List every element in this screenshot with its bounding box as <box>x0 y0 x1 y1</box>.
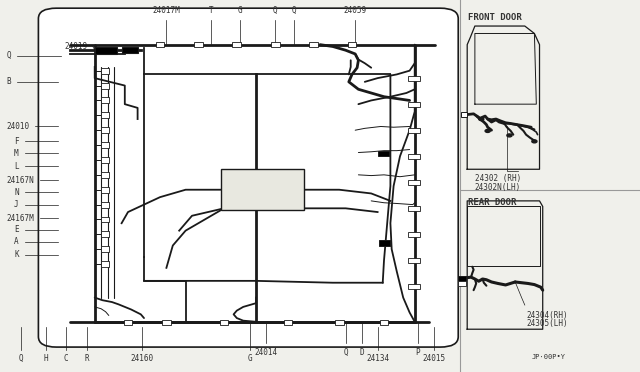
Bar <box>348 42 356 47</box>
Text: 24134: 24134 <box>366 354 389 363</box>
Text: A: A <box>14 237 19 246</box>
Bar <box>378 151 389 156</box>
Text: 24167N: 24167N <box>6 176 34 185</box>
Bar <box>156 42 164 47</box>
Bar <box>101 157 109 163</box>
Bar <box>408 232 420 237</box>
Text: J: J <box>14 200 19 209</box>
Bar <box>232 42 241 47</box>
Bar <box>122 47 138 53</box>
Text: L: L <box>14 162 19 171</box>
Bar <box>95 47 117 54</box>
Text: JP·00P•Y: JP·00P•Y <box>531 354 565 360</box>
Text: C: C <box>63 354 68 363</box>
Bar <box>101 112 109 118</box>
Text: Q: Q <box>292 6 297 15</box>
Bar <box>408 284 420 289</box>
Bar <box>101 83 109 89</box>
Circle shape <box>479 118 484 121</box>
Bar <box>101 68 109 74</box>
Bar <box>101 187 109 193</box>
Bar <box>124 320 132 325</box>
Bar <box>408 180 420 185</box>
Text: 24059: 24059 <box>344 6 367 15</box>
Bar <box>101 217 109 222</box>
Bar <box>101 97 109 103</box>
Text: Q: Q <box>6 51 11 60</box>
Text: Q: Q <box>273 6 278 15</box>
Bar <box>101 246 109 252</box>
Bar <box>408 154 420 159</box>
Circle shape <box>532 140 537 143</box>
Bar <box>408 76 420 81</box>
Text: P: P <box>415 348 420 357</box>
Circle shape <box>507 134 512 137</box>
Text: D: D <box>360 348 365 357</box>
Text: 24302 (RH): 24302 (RH) <box>475 174 521 183</box>
Text: G: G <box>247 354 252 363</box>
Text: K: K <box>14 250 19 259</box>
Text: FRONT DOOR: FRONT DOOR <box>468 13 522 22</box>
Bar <box>101 172 109 178</box>
Bar <box>101 202 109 208</box>
Bar <box>408 206 420 211</box>
Bar <box>335 320 344 325</box>
Bar <box>408 128 420 133</box>
Text: 24304(RH): 24304(RH) <box>526 311 568 320</box>
Text: 24019: 24019 <box>64 42 87 51</box>
Text: B: B <box>6 77 11 86</box>
Text: N: N <box>14 188 19 197</box>
Text: G: G <box>237 6 243 15</box>
Bar <box>101 142 109 148</box>
Bar <box>284 320 292 325</box>
Text: H: H <box>44 354 49 363</box>
Bar <box>101 231 109 237</box>
Text: 24167M: 24167M <box>6 214 34 223</box>
Bar <box>101 127 109 133</box>
Text: 24302N(LH): 24302N(LH) <box>475 183 521 192</box>
Text: R: R <box>84 354 90 363</box>
Text: Q: Q <box>343 348 348 357</box>
Text: 24014: 24014 <box>254 348 277 357</box>
Text: 24015: 24015 <box>422 354 445 363</box>
Text: F: F <box>14 137 19 146</box>
Text: E: E <box>14 225 19 234</box>
Text: 24017M: 24017M <box>152 6 180 15</box>
Text: 24010: 24010 <box>6 122 29 131</box>
Text: 24305(LH): 24305(LH) <box>526 319 568 328</box>
Text: M: M <box>14 149 19 158</box>
Bar <box>271 42 280 47</box>
FancyBboxPatch shape <box>38 8 458 347</box>
Bar <box>309 42 318 47</box>
Bar <box>458 276 466 281</box>
Bar <box>408 258 420 263</box>
Bar <box>220 320 228 325</box>
Bar <box>458 281 466 286</box>
Bar <box>461 112 467 117</box>
Bar <box>101 261 109 267</box>
Bar <box>379 240 390 246</box>
Circle shape <box>485 129 490 132</box>
Bar <box>408 102 420 107</box>
Text: REAR DOOR: REAR DOOR <box>468 198 517 207</box>
Bar <box>194 42 203 47</box>
Text: Q: Q <box>19 354 24 363</box>
Text: 24160: 24160 <box>131 354 154 363</box>
Bar <box>380 320 388 325</box>
FancyBboxPatch shape <box>221 169 304 210</box>
Text: T: T <box>209 6 214 15</box>
Bar <box>162 320 171 325</box>
